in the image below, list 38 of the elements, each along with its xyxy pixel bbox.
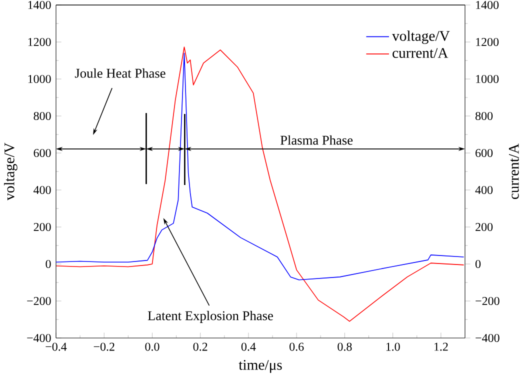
y-tick-label: 800 [34,112,51,120]
annotation: Plasma Phase [280,135,353,145]
x-tick-label: 1.2 [434,342,448,351]
y-tick-label: 1000 [28,74,51,84]
legend-label: current/A [392,48,448,58]
x-tick-label: 0.2 [193,342,208,351]
y2-axis-title: current/A [508,144,519,200]
y2-tick-label: −400 [476,334,500,342]
y2-tick-label: −200 [476,296,500,306]
y2-tick-label: 1000 [476,74,499,84]
legend-label: voltage/V [392,30,450,44]
y2-tick-label: 400 [475,186,493,194]
y2-tick-label: 0 [476,260,481,268]
x-tick-label: 0.4 [241,342,256,351]
y2-tick-label: 200 [476,222,493,232]
y-tick-label: 200 [34,222,51,232]
x-tick-label: 0.8 [338,342,352,351]
y2-tick-label: 600 [476,148,493,158]
y-tick-label: 600 [34,148,51,158]
line-series [56,46,464,322]
y-tick-label: −200 [27,296,51,306]
annotation: Joule Heat Phase [74,68,166,78]
annotation: Latent Explosion Phase [148,310,273,323]
y2-tick-label: 800 [476,112,493,120]
x-axis-title: time/μs [238,360,282,373]
y2-tick-label: 1200 [476,38,499,46]
y-tick-label: 0 [46,260,51,268]
x-tick-label: −0.2 [94,342,114,351]
x-tick-label: 0.0 [145,342,160,351]
y-tick-label: 1200 [28,38,51,46]
x-tick-label: 0.6 [290,342,304,351]
y-tick-label: 400 [34,186,51,194]
y-tick-label: 1400 [28,0,51,10]
y2-tick-label: 1400 [476,0,499,10]
y-axis-title: voltage/V [4,142,18,200]
y-tick-label: −400 [27,334,51,342]
x-tick-label: −0.4 [46,342,67,351]
x-tick-label: 1.0 [386,342,400,351]
